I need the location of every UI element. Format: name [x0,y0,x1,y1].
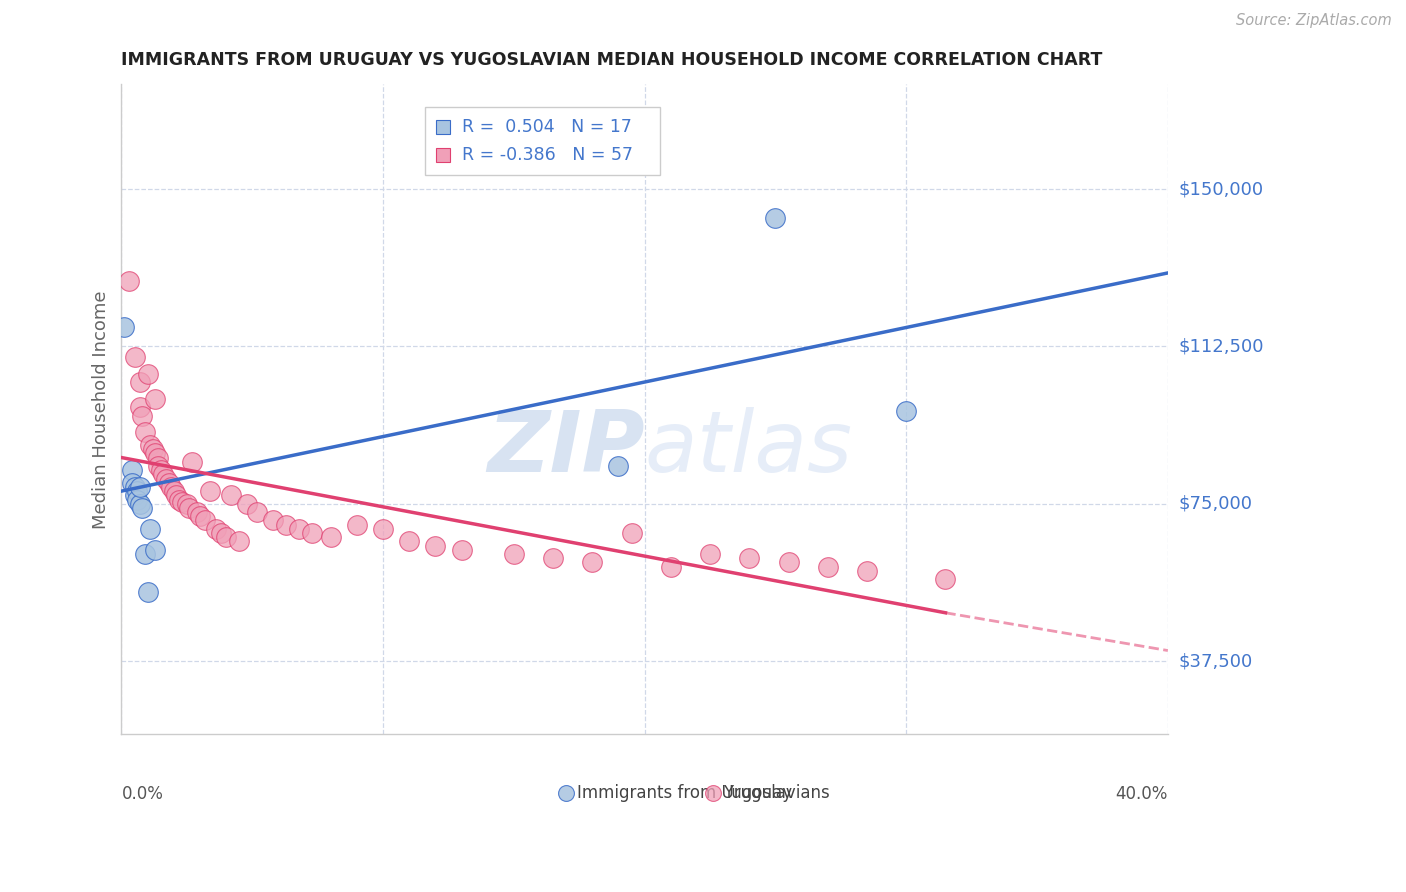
Point [398,534,420,549]
Text: $112,500: $112,500 [1180,337,1264,355]
Point [288,522,311,536]
Point [127,484,149,499]
Point [228,534,250,549]
Point [165,488,187,502]
Text: $75,000: $75,000 [1180,495,1253,513]
Point [1222,811,1244,825]
Point [620,526,643,541]
Text: $37,500: $37,500 [1180,652,1253,670]
Point [346,517,368,532]
Text: Source: ZipAtlas.com: Source: ZipAtlas.com [1236,13,1392,29]
Point [167,492,190,507]
Point [127,492,149,507]
Point [131,409,153,423]
Point [145,392,167,406]
Point [145,446,167,460]
Point [157,475,180,490]
Point [152,467,174,482]
Text: ZIP: ZIP [486,407,644,490]
Point [204,522,226,536]
Text: R =  0.504   N = 17: R = 0.504 N = 17 [461,118,631,136]
Point [896,404,918,418]
Point [118,274,141,288]
Point [188,509,211,524]
Point [139,522,162,536]
Point [738,551,761,566]
Point [128,497,150,511]
Point [112,320,135,334]
Text: 0.0%: 0.0% [121,785,163,803]
Point [149,463,172,477]
Point [659,559,682,574]
Point [131,500,153,515]
Point [134,547,156,561]
Text: $150,000: $150,000 [1180,180,1264,198]
Point [136,367,159,381]
Point [502,547,524,561]
Point [194,514,217,528]
Point [246,505,269,519]
Text: IMMIGRANTS FROM URUGUAY VS YUGOSLAVIAN MEDIAN HOUSEHOLD INCOME CORRELATION CHART: IMMIGRANTS FROM URUGUAY VS YUGOSLAVIAN M… [121,51,1102,69]
Point [200,484,222,499]
Point [179,500,201,515]
Point [155,471,177,485]
Point [221,488,243,502]
Point [765,211,787,226]
Point [276,517,298,532]
Point [128,480,150,494]
Point [170,494,193,508]
Point [121,463,143,477]
Point [209,526,232,541]
Point [236,497,259,511]
Point [371,522,394,536]
Point [176,497,198,511]
Point [146,458,169,473]
Point [425,539,447,553]
Text: 40.0%: 40.0% [1115,785,1168,803]
Point [124,488,146,502]
Point [145,542,167,557]
Point [128,375,150,389]
Text: atlas: atlas [644,407,852,490]
Point [301,526,323,541]
Point [124,480,146,494]
Point [699,547,721,561]
Point [124,350,146,364]
Point [146,450,169,465]
Point [215,530,238,544]
Point [136,584,159,599]
Point [128,400,150,414]
Point [856,564,879,578]
Point [817,559,839,574]
FancyBboxPatch shape [425,107,661,175]
Point [541,551,564,566]
Text: Immigrants from Uruguay: Immigrants from Uruguay [576,784,792,802]
Point [121,475,143,490]
Y-axis label: Median Household Income: Median Household Income [93,290,110,529]
Point [262,514,284,528]
Text: R = -0.386   N = 57: R = -0.386 N = 57 [461,146,633,164]
Point [450,542,472,557]
Point [160,480,183,494]
Point [139,438,162,452]
Point [778,556,800,570]
Point [181,455,204,469]
Point [163,484,186,499]
Point [134,425,156,440]
Point [186,505,208,519]
Point [142,442,165,457]
Point [319,530,342,544]
Point [607,458,630,473]
Point [934,572,956,586]
Text: Yugoslavians: Yugoslavians [723,784,830,802]
Point [581,556,603,570]
